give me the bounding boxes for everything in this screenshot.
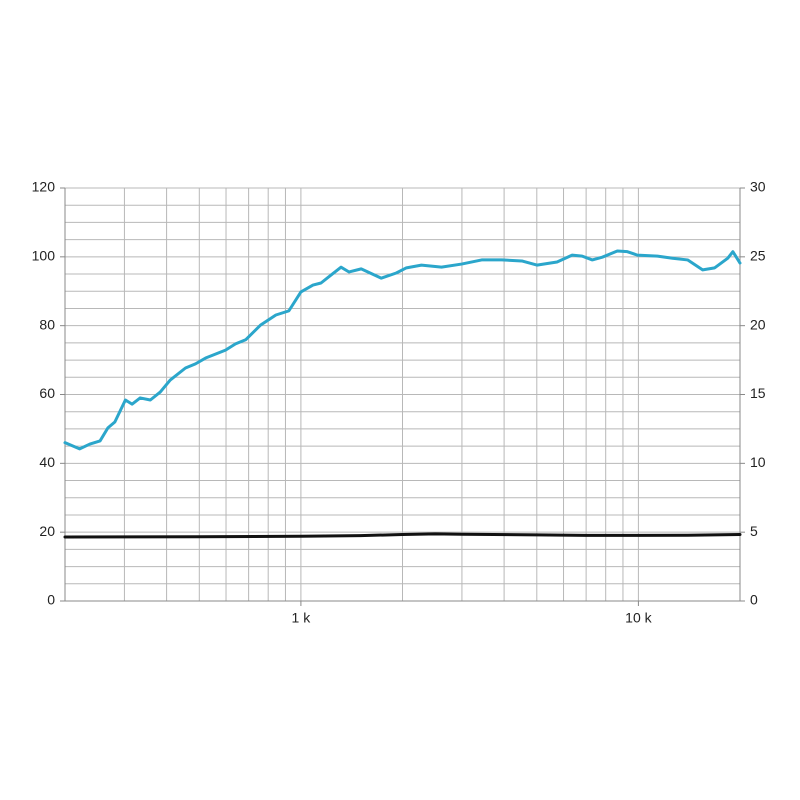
y-tick-label: 60 <box>39 385 55 401</box>
y-tick-label: 40 <box>39 454 55 470</box>
x-tick-label: 10 k <box>625 610 652 626</box>
y2-tick-label: 20 <box>750 316 766 332</box>
y2-tick-label: 10 <box>750 454 766 470</box>
y-tick-label: 0 <box>47 592 55 608</box>
series-line <box>63 249 742 451</box>
y-tick-label: 100 <box>32 248 56 264</box>
x-tick-label: 1 k <box>292 610 312 626</box>
y2-tick-label: 25 <box>750 248 766 264</box>
y-tick-label: 20 <box>39 523 55 539</box>
y-tick-label: 120 <box>32 179 56 195</box>
y2-tick-label: 15 <box>750 385 766 401</box>
series-line <box>63 532 742 539</box>
y-tick-label: 80 <box>39 316 55 332</box>
y2-tick-label: 5 <box>750 523 758 539</box>
y2-tick-label: 0 <box>750 592 758 608</box>
y2-tick-label: 30 <box>750 179 766 195</box>
